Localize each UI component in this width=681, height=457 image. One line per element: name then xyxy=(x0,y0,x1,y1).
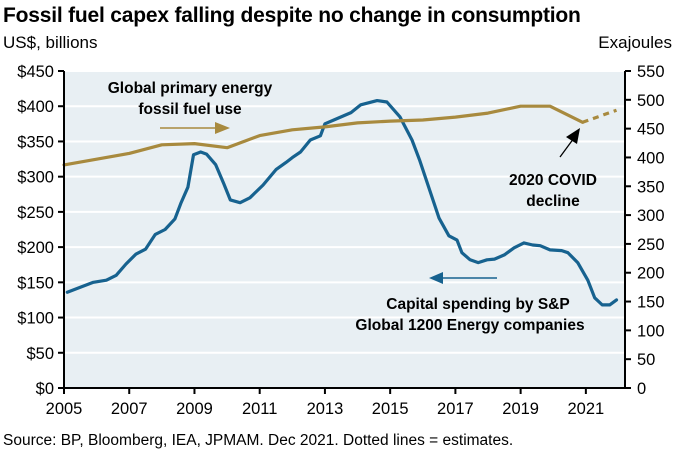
axes xyxy=(58,71,626,389)
left-tick-label: $50 xyxy=(26,345,54,363)
chart-title: Fossil fuel capex falling despite no cha… xyxy=(3,4,581,27)
right-tick-label: 250 xyxy=(637,236,665,254)
series-layer xyxy=(62,98,619,307)
left-tick-label: $0 xyxy=(36,380,54,398)
left-tick-label: $250 xyxy=(17,204,54,222)
left-axis-unit: US$, billions xyxy=(3,33,98,52)
right-tick-label: 500 xyxy=(637,92,665,110)
left-tick-label: $200 xyxy=(17,239,54,257)
left-tick-label: $400 xyxy=(17,98,54,116)
right-tick-label: 450 xyxy=(637,121,665,139)
capex-arrow-left-icon xyxy=(429,272,497,284)
right-tick-label: 400 xyxy=(637,149,665,167)
x-tick-label: 2009 xyxy=(176,400,213,418)
right-tick-label: 0 xyxy=(637,380,646,398)
x-tick-label: 2013 xyxy=(307,400,344,418)
left-tick-label: $350 xyxy=(17,133,54,151)
right-tick-label: 550 xyxy=(637,63,665,81)
x-tick-label: 2021 xyxy=(568,400,605,418)
right-tick-label: 300 xyxy=(637,207,665,225)
left-axis-ticks: $0 $50 $100 $150 $200 $250 $300 $350 $400 $450 xyxy=(17,63,64,398)
right-axis-ticks: 0 50 100 150 200 250 300 350 400 450 500 550 xyxy=(625,63,665,398)
left-tick-label: $300 xyxy=(17,169,54,187)
x-tick-label: 2007 xyxy=(111,400,148,418)
energy-label-line-2: fossil fuel use xyxy=(138,101,242,118)
capex-label-line-1: Capital spending by S&P xyxy=(386,296,569,313)
right-tick-label: 200 xyxy=(637,265,665,283)
left-tick-label: $450 xyxy=(17,63,54,81)
x-tick-label: 2015 xyxy=(372,400,409,418)
covid-arrow-icon xyxy=(559,128,580,158)
energy-label-line-1: Global primary energy xyxy=(108,80,273,97)
x-tick-label: 2019 xyxy=(502,400,539,418)
energy-line xyxy=(62,104,585,167)
x-axis-ticks: 2005 2007 2009 2011 2013 2015 2017 2019 2021 xyxy=(46,388,605,418)
energy-arrow-right-icon xyxy=(160,122,230,134)
covid-label-line-1: 2020 COVID xyxy=(509,172,597,189)
right-tick-label: 50 xyxy=(637,351,655,369)
energy-estimate-line xyxy=(582,108,618,124)
right-axis-unit: Exajoules xyxy=(598,33,672,52)
plot-background xyxy=(64,71,625,388)
left-tick-label: $100 xyxy=(17,310,54,328)
covid-label-line-2: decline xyxy=(526,193,580,210)
x-tick-label: 2011 xyxy=(242,400,277,418)
capex-label-line-2: Global 1200 Energy companies xyxy=(355,317,584,334)
right-tick-label: 100 xyxy=(637,322,665,340)
right-tick-label: 350 xyxy=(637,178,665,196)
x-tick-label: 2005 xyxy=(46,400,83,418)
source-note: Source: BP, Bloomberg, IEA, JPMAM. Dec 2… xyxy=(3,432,514,449)
x-tick-label: 2017 xyxy=(437,400,474,418)
right-tick-label: 150 xyxy=(637,294,665,312)
left-tick-label: $150 xyxy=(17,274,54,292)
capex-line xyxy=(65,98,619,307)
